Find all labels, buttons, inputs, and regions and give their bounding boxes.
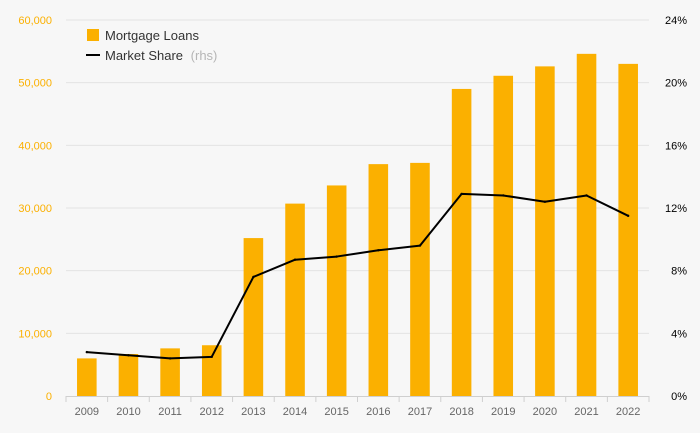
point-market-share-2017 xyxy=(418,244,422,247)
x-tick-label: 2012 xyxy=(200,406,224,418)
y-left-tick-label: 20,000 xyxy=(18,266,52,278)
point-market-share-2020 xyxy=(543,200,547,203)
x-tick-label: 2016 xyxy=(366,406,390,418)
x-tick-label: 2017 xyxy=(408,406,432,418)
x-tick-label: 2019 xyxy=(491,406,515,418)
point-market-share-2010 xyxy=(127,354,130,357)
bar-mortgage-loans-2020 xyxy=(535,66,555,396)
legend-label-mortgage-loans: Mortgage Loans xyxy=(105,28,199,43)
y-right-tick-label: 0% xyxy=(671,391,687,403)
legend-label-market-share-note: (rhs) xyxy=(191,48,218,63)
line-market-share xyxy=(86,192,629,360)
y-right-tick-label: 20% xyxy=(665,78,687,90)
bar-mortgage-loans-2019 xyxy=(493,75,514,397)
y-right-tick-label: 4% xyxy=(671,328,687,340)
bar-mortgage-loans-2021 xyxy=(576,53,597,397)
bar-mortgage-loans-2012 xyxy=(201,345,222,396)
axis-layer: 0 10,000 20,000 30,000 40,000 50,000 60,000 0% 4… xyxy=(18,15,687,418)
bars-layer xyxy=(77,53,638,397)
bar-mortgage-loans-2010 xyxy=(118,354,139,396)
y-left-tick-label: 10,000 xyxy=(18,328,52,340)
bar-mortgage-loans-2009 xyxy=(77,358,97,396)
legend-label-market-share-text: Market Share xyxy=(105,48,183,63)
x-tick-label: 2010 xyxy=(116,406,140,418)
x-tick-label: 2011 xyxy=(158,406,182,418)
bar-mortgage-loans-2013 xyxy=(243,238,264,396)
bar-mortgage-loans-2018 xyxy=(451,88,472,396)
y-left-tick-label: 60,000 xyxy=(18,15,52,27)
y-left-tick-label: 30,000 xyxy=(18,203,52,215)
grid-layer xyxy=(66,19,649,334)
x-tick-label: 2009 xyxy=(75,406,99,418)
bar-mortgage-loans-2014 xyxy=(285,203,305,396)
legend-label-market-share: Market Share (rhs) xyxy=(105,48,217,63)
line-layer xyxy=(85,192,630,360)
y-right-tick-label: 12% xyxy=(665,203,687,215)
point-market-share-2019 xyxy=(502,194,505,197)
legend-swatch-mortgage-loans xyxy=(87,29,99,41)
point-market-share-2015 xyxy=(335,255,338,258)
point-market-share-2009 xyxy=(85,350,89,354)
point-market-share-2014 xyxy=(293,258,297,261)
bar-mortgage-loans-2011 xyxy=(160,348,180,396)
point-market-share-2012 xyxy=(210,355,213,359)
x-tick-label: 2020 xyxy=(533,406,557,418)
y-left-tick-label: 0 xyxy=(46,391,52,403)
point-market-share-2022 xyxy=(626,214,630,218)
y-left-tick-label: 40,000 xyxy=(18,140,52,152)
x-tick-label: 2018 xyxy=(449,406,473,418)
point-market-share-2013 xyxy=(252,275,255,279)
x-tick-label: 2014 xyxy=(283,406,307,418)
point-market-share-2021 xyxy=(585,194,588,197)
point-market-share-2016 xyxy=(377,249,380,252)
y-right-tick-label: 8% xyxy=(671,266,687,278)
bar-mortgage-loans-2016 xyxy=(368,164,389,396)
bar-mortgage-loans-2022 xyxy=(618,63,638,396)
point-market-share-2011 xyxy=(168,357,172,360)
bar-mortgage-loans-2017 xyxy=(410,162,430,396)
x-tick-label: 2022 xyxy=(616,406,640,418)
x-tick-label: 2013 xyxy=(241,406,265,418)
y-left-tick-label: 50,000 xyxy=(18,78,52,90)
y-right-tick-label: 16% xyxy=(665,140,687,152)
point-market-share-2018 xyxy=(460,192,463,196)
x-tick-label: 2015 xyxy=(324,406,348,418)
bar-mortgage-loans-2015 xyxy=(326,185,347,396)
y-right-tick-label: 24% xyxy=(665,15,687,27)
legend: Mortgage Loans Market Share (rhs) xyxy=(86,28,217,63)
x-tick-label: 2021 xyxy=(574,406,598,418)
